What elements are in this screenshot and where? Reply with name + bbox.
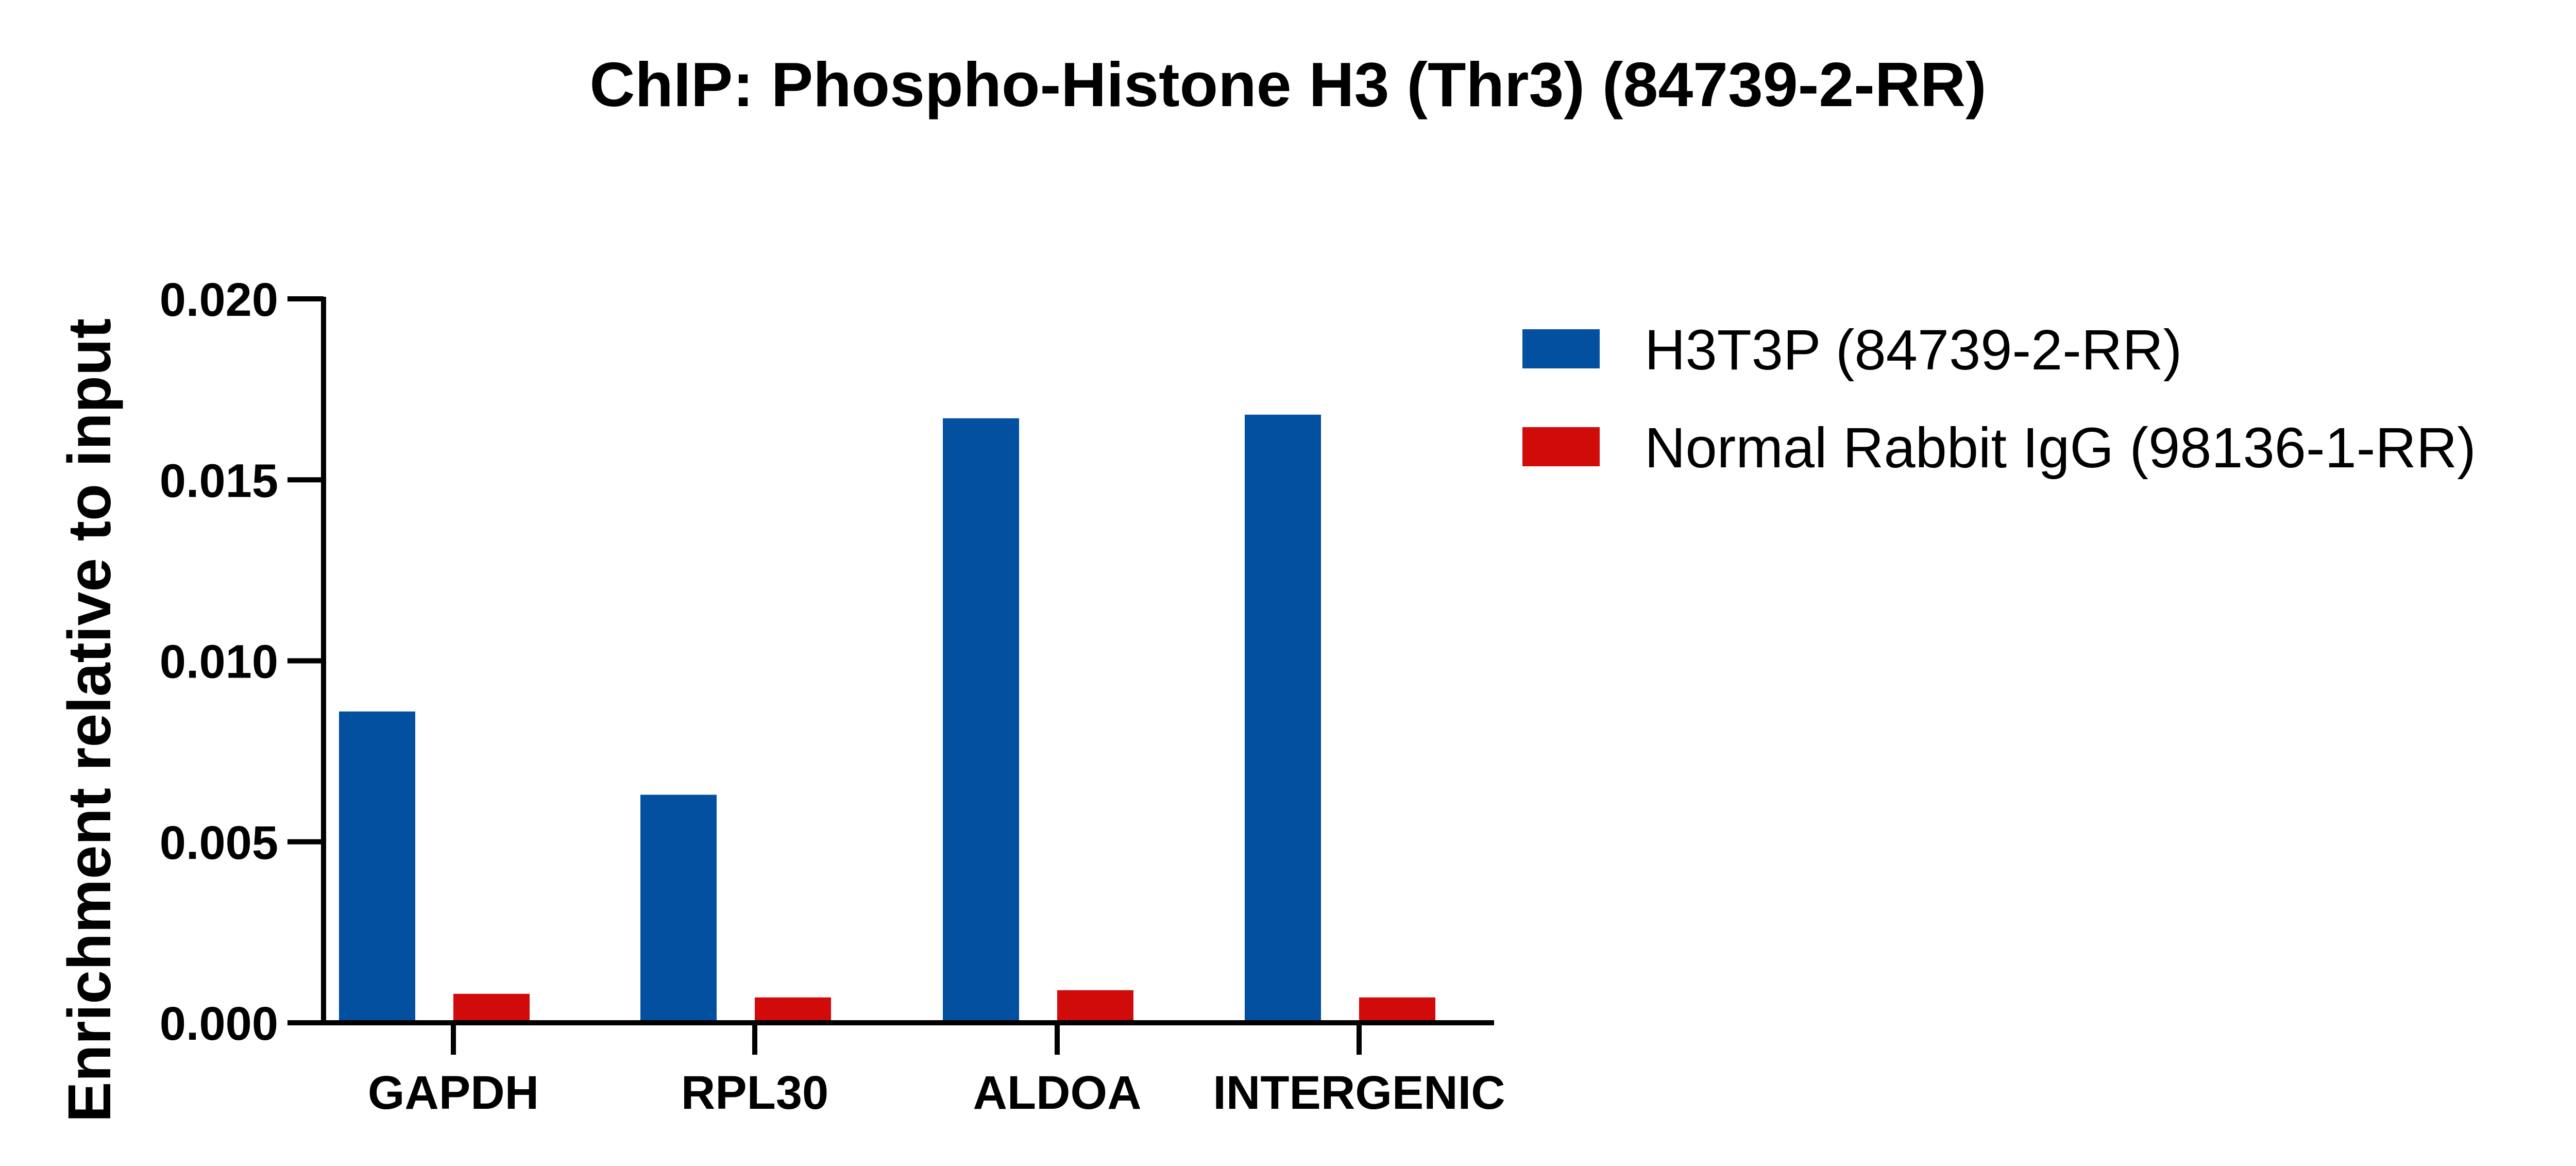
bar-h3t3p-rpl30: [640, 795, 717, 1020]
bar-igg-aldoa: [1057, 990, 1133, 1020]
legend-swatch: [1522, 329, 1600, 368]
y-tick-label: 0.015: [160, 454, 278, 507]
bar-h3t3p-gapdh: [339, 711, 415, 1020]
bar-h3t3p-aldoa: [943, 418, 1019, 1021]
chart-title: ChIP: Phospho-Histone H3 (Thr3) (84739-2…: [589, 49, 1986, 120]
y-tick-label: 0.010: [160, 636, 278, 688]
bars: [339, 414, 1435, 1021]
bar-h3t3p-intergenic: [1245, 414, 1321, 1020]
legend: H3T3P (84739-2-RR) Normal Rabbit IgG (981…: [1522, 318, 2476, 480]
legend-label: H3T3P (84739-2-RR): [1645, 318, 2182, 382]
x-tick-label: RPL30: [681, 1067, 828, 1119]
x-tick-label: GAPDH: [368, 1067, 539, 1119]
bar-igg-gapdh: [453, 993, 530, 1020]
y-tick-label: 0.000: [160, 998, 278, 1050]
y-tick-label: 0.020: [160, 274, 278, 326]
y-axis-ticks: 0.000 0.005 0.010 0.015 0.020: [160, 274, 324, 1050]
bar-igg-rpl30: [755, 997, 831, 1020]
bar-igg-intergenic: [1359, 997, 1435, 1020]
x-axis-ticks: GAPDH RPL30 ALDOA INTERGENIC: [368, 1023, 1505, 1119]
legend-label: Normal Rabbit IgG (98136-1-RR): [1645, 416, 2476, 480]
legend-swatch: [1522, 427, 1600, 466]
x-tick-label: INTERGENIC: [1213, 1067, 1505, 1119]
y-tick-label: 0.005: [160, 817, 278, 869]
y-axis-label: Enrichment relative to input: [56, 318, 124, 1122]
x-tick-label: ALDOA: [973, 1067, 1141, 1119]
